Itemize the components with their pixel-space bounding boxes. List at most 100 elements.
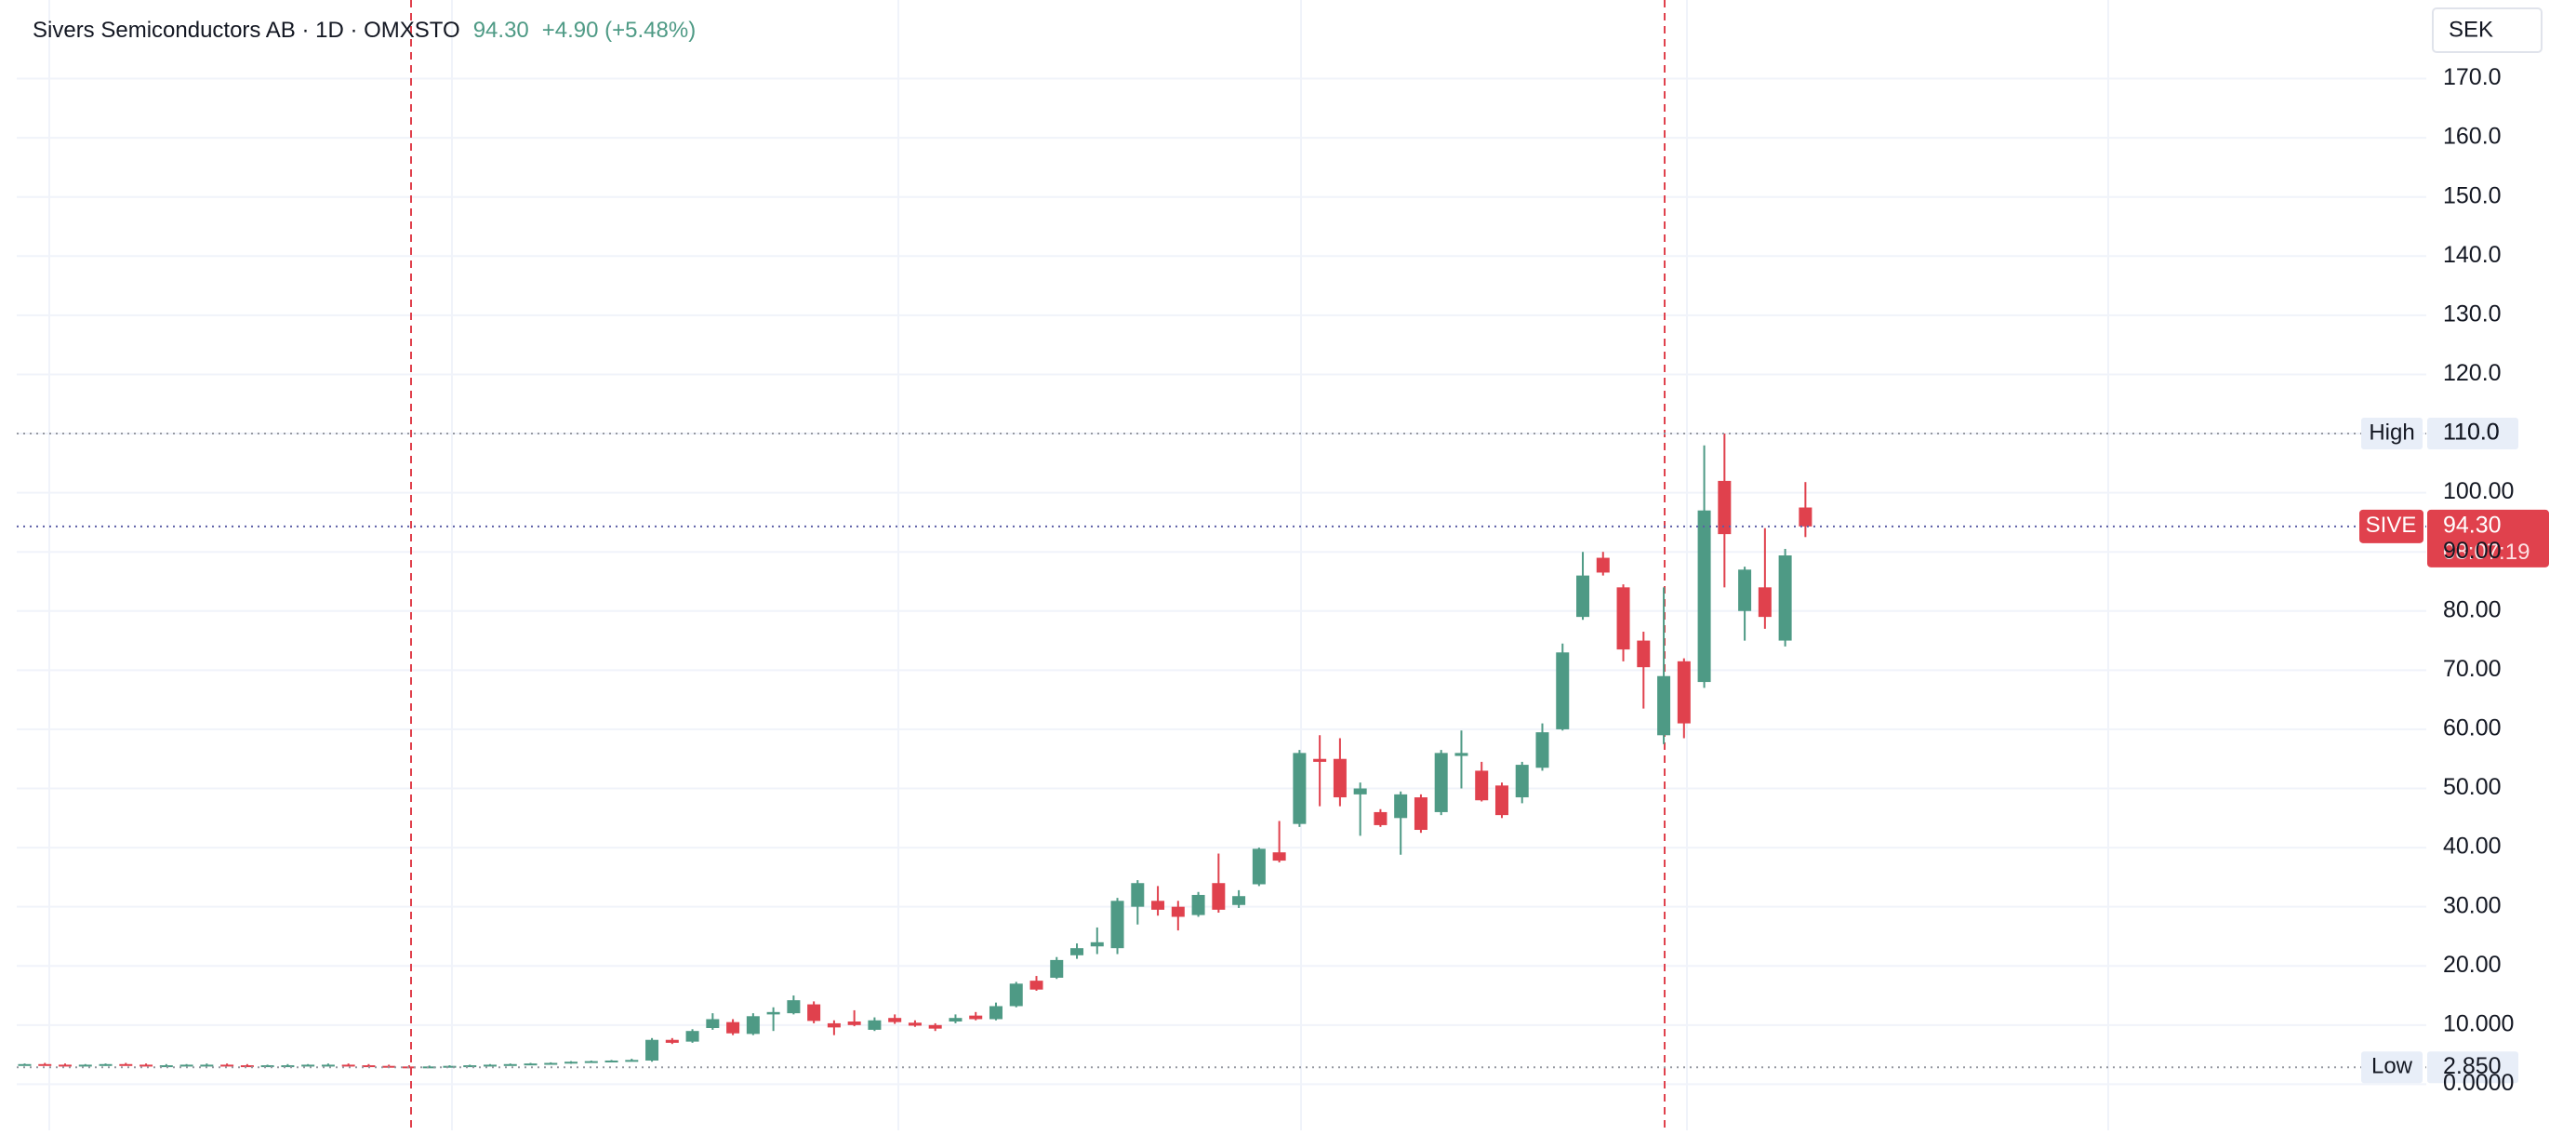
candle-body	[888, 1018, 902, 1022]
candle-body	[1029, 981, 1043, 990]
candle-body	[746, 1016, 760, 1035]
candle-body	[179, 1064, 193, 1067]
candle-body	[1394, 794, 1408, 819]
candle-body	[139, 1064, 153, 1067]
candle-body	[1374, 811, 1388, 825]
candle-body	[1131, 883, 1145, 907]
y-tick-label: 0.0000	[2443, 1070, 2514, 1096]
candle-body	[463, 1065, 477, 1068]
candle-body	[1090, 941, 1104, 947]
candle-body	[1677, 661, 1691, 724]
candle-body	[1596, 557, 1610, 573]
currency[interactable]: SEK	[2449, 17, 2493, 42]
candle-body	[1070, 948, 1084, 955]
candle-body	[1151, 901, 1165, 910]
candle-body	[59, 1064, 73, 1067]
price-change: +4.90 (+5.48%)	[542, 18, 696, 43]
candle-body	[443, 1065, 457, 1068]
candle-body	[1738, 569, 1752, 611]
y-tick-label: 120.0	[2443, 360, 2502, 386]
candle-body	[766, 1011, 780, 1015]
candle-body	[1212, 883, 1226, 910]
candle-body	[1434, 753, 1448, 812]
candle-body	[362, 1065, 376, 1068]
candle-body	[1718, 480, 1732, 535]
candle-body	[301, 1064, 315, 1067]
candle-body	[1232, 896, 1246, 905]
candle-body	[1556, 652, 1570, 729]
currency-button[interactable]	[2432, 7, 2543, 53]
low-value-box	[2427, 1051, 2518, 1084]
grid	[17, 77, 2426, 1086]
candle-body	[260, 1065, 274, 1068]
candle-body	[949, 1018, 963, 1022]
candle-body	[706, 1019, 720, 1029]
low-value: 2.850	[2443, 1053, 2502, 1079]
candle-body	[1494, 785, 1508, 816]
y-tick-label: 130.0	[2443, 300, 2502, 327]
candle-body	[685, 1031, 699, 1042]
candle-body	[969, 1015, 983, 1020]
candle-body	[928, 1024, 942, 1029]
high-value-box	[2427, 418, 2518, 450]
candle-body	[1414, 797, 1427, 831]
candle-body	[625, 1060, 639, 1062]
y-tick-label: 20.00	[2443, 952, 2502, 978]
candle-body	[1778, 555, 1792, 641]
countdown: 08:07:19	[2443, 540, 2530, 565]
price-label: 94.30	[2443, 512, 2502, 538]
candle-body	[989, 1006, 1003, 1020]
candle-body	[827, 1022, 841, 1028]
candle-body	[524, 1063, 538, 1066]
candle-body	[807, 1004, 821, 1022]
candle-body	[544, 1062, 558, 1065]
y-tick-label: 150.0	[2443, 182, 2502, 208]
candle-body	[321, 1064, 335, 1067]
header: Sivers Semiconductors AB · 1D · OMXSTO 94…	[33, 18, 696, 43]
candle-body	[604, 1060, 618, 1062]
candle-body	[726, 1022, 740, 1034]
candle-body	[1252, 848, 1266, 885]
last-price: 94.30	[473, 18, 529, 43]
high-label-box	[2361, 418, 2423, 450]
candles	[18, 434, 1812, 1069]
candle-body	[341, 1064, 355, 1067]
candle-body	[1576, 575, 1590, 618]
candle-body	[38, 1063, 52, 1066]
y-tick-label: 140.0	[2443, 242, 2502, 268]
symbol-title: Sivers Semiconductors AB · 1D · OMXSTO	[33, 18, 460, 43]
candle-body	[1313, 758, 1327, 762]
candle-body	[1758, 587, 1772, 618]
candle-body	[868, 1020, 882, 1030]
high-label: High	[2369, 420, 2414, 445]
candle-body	[503, 1063, 517, 1066]
y-tick-label: 90.00	[2443, 538, 2502, 564]
candle-body	[119, 1063, 133, 1066]
candle-body	[1171, 906, 1185, 917]
vertical-grid	[48, 0, 2109, 1130]
candle-body	[1333, 758, 1347, 798]
candle-body	[908, 1022, 922, 1026]
candle-body	[1637, 640, 1651, 668]
candle-body	[422, 1066, 436, 1069]
candle-body	[1616, 587, 1630, 650]
candle-body	[281, 1065, 295, 1068]
low-label-box	[2361, 1051, 2423, 1084]
candle-body	[564, 1062, 578, 1064]
candle-body	[1191, 894, 1205, 915]
candle-body	[1515, 765, 1529, 798]
candle-body	[1454, 753, 1468, 756]
y-tick-label: 30.00	[2443, 892, 2502, 918]
low-label: Low	[2371, 1054, 2413, 1079]
candle-body	[1697, 510, 1711, 683]
candle-body	[1657, 675, 1671, 736]
candle-body	[1293, 753, 1307, 824]
candle-body	[483, 1064, 497, 1067]
candle-body	[1535, 732, 1549, 768]
candle-body	[584, 1061, 598, 1063]
y-tick-label: 170.0	[2443, 64, 2502, 90]
candle-body	[787, 1000, 801, 1014]
candle-body	[1272, 852, 1286, 861]
